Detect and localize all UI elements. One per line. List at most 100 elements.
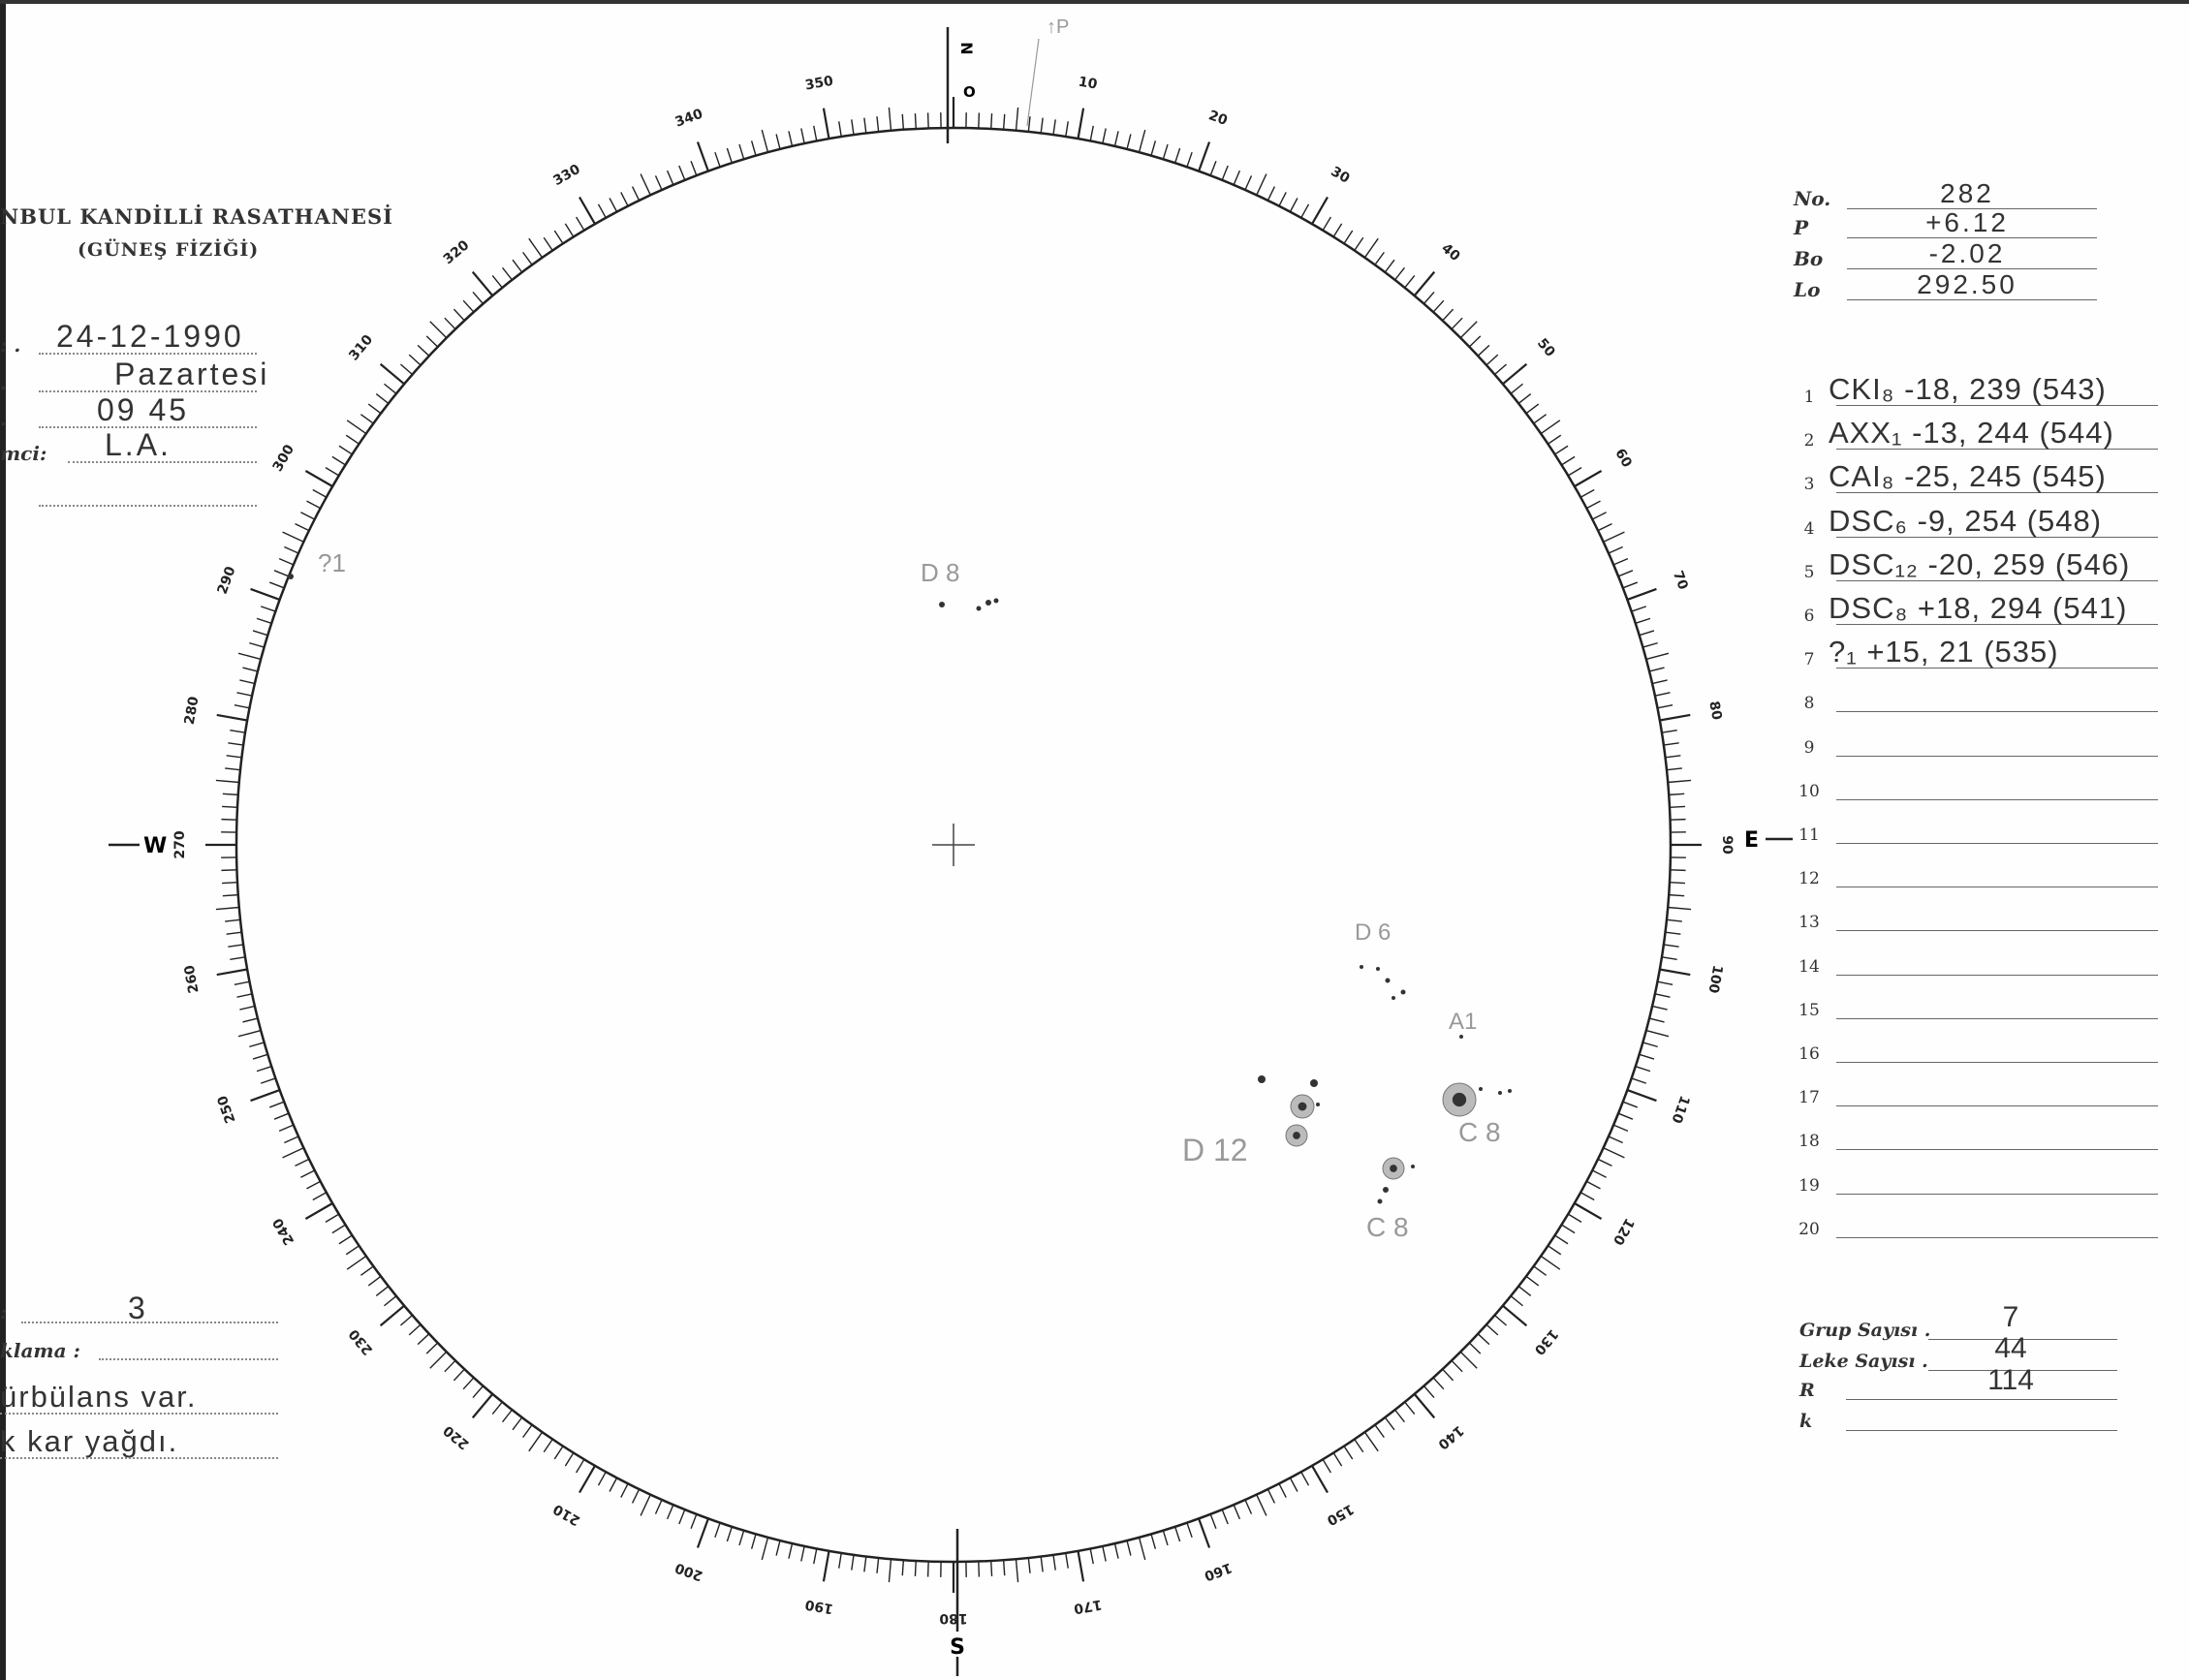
sunspot-umbra <box>1498 1091 1502 1095</box>
degree-tick <box>242 667 259 672</box>
degree-tick <box>1533 1265 1548 1276</box>
group-row: 6 DSC₈ +18, 294 (541) <box>1798 593 2158 632</box>
sunspot-umbra <box>1400 989 1406 995</box>
degree-tick <box>228 944 244 948</box>
group-number: 2 <box>1803 431 1815 451</box>
sunspot-umbra <box>1377 1198 1383 1204</box>
group-annotation: C 8 <box>1366 1212 1409 1242</box>
pole-label: ↑P <box>1047 16 1069 38</box>
group-number: 16 <box>1798 1044 1820 1064</box>
degree-tick <box>1278 192 1287 206</box>
group-line <box>1836 843 2158 844</box>
sunspot-umbra <box>1360 965 1363 969</box>
tick-label: 210 <box>550 1501 583 1529</box>
degree-tick <box>1603 1147 1625 1159</box>
sunspot-umbra <box>1293 1132 1300 1139</box>
degree-tick <box>528 1431 544 1452</box>
degree-tick <box>876 116 880 133</box>
sunspot-umbra <box>1310 1079 1318 1087</box>
parameter-label: Bo <box>1794 247 1824 270</box>
degree-tick <box>222 893 238 897</box>
degree-tick <box>268 1101 285 1108</box>
degree-tick <box>1027 1557 1031 1573</box>
degree-tick <box>300 1169 315 1178</box>
sunspot-umbra <box>288 574 294 579</box>
degree-tick <box>1394 266 1405 281</box>
group-number: 14 <box>1798 956 1820 977</box>
degree-tick <box>239 679 256 685</box>
group-row: 20 <box>1798 1206 2158 1245</box>
degree-tick <box>249 1042 265 1048</box>
degree-tick <box>1670 869 1686 872</box>
degree-tick <box>1209 160 1217 176</box>
degree-tick <box>690 1513 698 1530</box>
degree-tick <box>221 818 237 821</box>
degree-tick <box>1502 1304 1528 1327</box>
south-label: S <box>950 1635 965 1660</box>
degree-tick <box>226 755 242 759</box>
field-label: : . <box>0 333 21 357</box>
remark-label: klama : <box>0 1339 80 1362</box>
group-line <box>1836 1193 2158 1195</box>
degree-tick <box>1468 335 1482 348</box>
degree-tick <box>926 112 929 129</box>
degree-tick <box>222 793 238 796</box>
degree-tick <box>1642 1042 1658 1048</box>
degree-tick <box>926 1561 929 1577</box>
degree-tick <box>1663 944 1679 948</box>
parameter-label: P <box>1794 216 1809 239</box>
degree-tick <box>237 1029 262 1038</box>
tick-label: 20 <box>1206 108 1230 129</box>
degree-tick <box>1639 630 1655 637</box>
degree-tick <box>678 1509 686 1525</box>
institution-title: NBUL KANDİLLİ RASATHANESİ <box>0 204 393 229</box>
group-line <box>1836 798 2158 800</box>
degree-tick <box>1322 1458 1331 1474</box>
degree-tick <box>1040 1556 1044 1572</box>
group-row: 16 <box>1798 1031 2158 1070</box>
degree-tick <box>1533 414 1548 424</box>
degree-tick <box>230 956 246 960</box>
degree-tick <box>597 1471 607 1486</box>
degree-tick <box>522 251 533 265</box>
summary-label: Grup Sayısı . <box>1799 1320 1931 1341</box>
degree-tick <box>1668 779 1692 784</box>
degree-tick <box>1015 1559 1019 1583</box>
degree-tick <box>1089 125 1094 141</box>
degree-tick <box>502 1409 513 1423</box>
degree-tick <box>1354 1439 1364 1453</box>
degree-tick <box>260 1077 276 1084</box>
field-line <box>39 390 257 392</box>
degree-tick <box>838 121 842 138</box>
degree-tick <box>813 125 818 141</box>
tick-label: 10 <box>1078 75 1099 93</box>
degree-tick <box>1077 108 1085 140</box>
degree-tick <box>1186 1522 1193 1539</box>
tick-label: 140 <box>1434 1422 1466 1452</box>
degree-tick <box>1517 1286 1532 1296</box>
degree-tick <box>738 1530 745 1546</box>
degree-tick <box>252 1053 268 1060</box>
group-row: 8 <box>1798 680 2158 719</box>
degree-tick <box>1485 354 1499 366</box>
field-value: L.A. <box>105 427 172 462</box>
degree-tick <box>346 1255 367 1270</box>
degree-tick <box>1162 143 1169 160</box>
degree-tick <box>800 1545 805 1562</box>
tick-label: 220 <box>441 1422 473 1452</box>
degree-tick <box>1221 165 1229 181</box>
scan-border-top <box>0 0 2189 4</box>
degree-tick <box>1198 1517 1211 1548</box>
degree-tick <box>822 108 830 140</box>
degree-tick <box>417 1333 430 1346</box>
degree-tick <box>640 1494 651 1516</box>
field-label: . <box>0 371 7 394</box>
tick-label: 350 <box>804 74 835 94</box>
degree-tick <box>1612 557 1629 566</box>
degree-tick <box>1648 667 1665 672</box>
degree-tick <box>775 134 781 150</box>
degree-tick <box>822 1550 830 1582</box>
degree-tick <box>1669 793 1685 796</box>
degree-tick <box>268 581 285 589</box>
sunspot-umbra <box>1452 1092 1467 1107</box>
